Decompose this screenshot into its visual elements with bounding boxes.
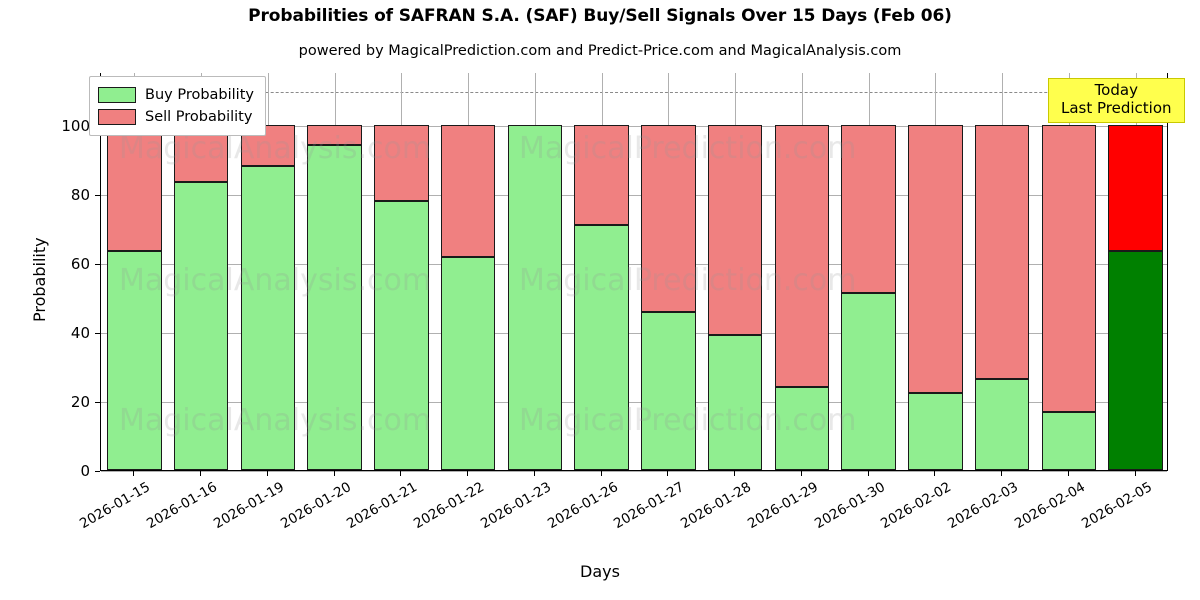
bar-group[interactable]	[574, 72, 629, 470]
chart-legend: Buy Probability Sell Probability	[89, 76, 266, 136]
bar-group[interactable]	[107, 72, 162, 470]
x-tick-mark	[1134, 471, 1136, 476]
x-tick-mark	[600, 471, 602, 476]
bar-segment-buy[interactable]	[374, 201, 429, 470]
bar-segment-buy[interactable]	[908, 393, 963, 470]
x-tick-mark	[667, 471, 669, 476]
bar-group[interactable]	[774, 72, 830, 470]
x-tick-mark	[133, 471, 135, 476]
legend-item-label: Buy Probability	[145, 87, 254, 103]
dashed-reference-line	[101, 91, 1167, 93]
y-tick-label: 0	[80, 462, 90, 480]
bar-group[interactable]	[507, 72, 563, 470]
gridline-horizontal	[101, 264, 1167, 266]
bar-segment-sell[interactable]	[641, 125, 696, 313]
y-tick-label: 20	[70, 393, 90, 412]
bar-segment-sell[interactable]	[1108, 125, 1163, 251]
bar-segment-sell[interactable]	[107, 125, 162, 251]
x-tick-mark	[867, 471, 869, 476]
bar-segment-buy[interactable]	[574, 224, 629, 470]
bar-segment-buy[interactable]	[107, 251, 162, 470]
legend-item[interactable]: Buy Probability	[98, 84, 254, 106]
x-axis-label: Days	[580, 562, 620, 581]
x-tick-mark	[800, 471, 802, 476]
legend-swatch-icon	[98, 87, 136, 103]
x-tick-mark	[400, 471, 402, 476]
bar-segment-buy[interactable]	[641, 312, 696, 470]
bar-segment-sell[interactable]	[307, 125, 362, 146]
bar-group[interactable]	[440, 72, 496, 470]
today-annotation-line1: Today	[1094, 81, 1138, 99]
bar-segment-buy[interactable]	[774, 387, 830, 470]
bar-group[interactable]	[908, 72, 963, 470]
bar-segment-buy[interactable]	[707, 334, 763, 470]
bar-segment-sell[interactable]	[440, 125, 496, 257]
x-tick-mark	[200, 471, 202, 476]
bar-group[interactable]	[1108, 72, 1163, 470]
bar-group[interactable]	[1041, 72, 1097, 470]
bar-group[interactable]	[841, 72, 896, 470]
bar-group[interactable]	[240, 72, 296, 470]
y-tick-mark	[95, 195, 100, 197]
bar-segment-buy[interactable]	[440, 256, 496, 470]
x-tick-mark	[1001, 471, 1003, 476]
bar-segment-sell[interactable]	[974, 125, 1030, 379]
legend-item[interactable]: Sell Probability	[98, 106, 254, 128]
x-tick-mark	[734, 471, 736, 476]
bar-group[interactable]	[374, 72, 429, 470]
x-tick-mark	[467, 471, 469, 476]
y-tick-mark	[95, 264, 100, 266]
x-tick-mark	[533, 471, 535, 476]
legend-swatch-icon	[98, 109, 136, 125]
gridline-horizontal	[101, 333, 1167, 335]
y-tick-label: 40	[70, 324, 90, 343]
today-annotation: Today Last Prediction	[1048, 78, 1185, 124]
y-tick-label: 60	[70, 255, 90, 274]
bar-group[interactable]	[641, 72, 696, 470]
gridline-horizontal	[101, 195, 1167, 197]
gridline-horizontal	[101, 402, 1167, 404]
bar-segment-sell[interactable]	[774, 125, 830, 388]
y-tick-mark	[95, 402, 100, 404]
bar-segment-buy[interactable]	[1108, 251, 1163, 470]
page-title: Probabilities of SAFRAN S.A. (SAF) Buy/S…	[248, 6, 952, 26]
chart-subtitle: powered by MagicalPrediction.com and Pre…	[298, 43, 902, 59]
bar-segment-sell[interactable]	[374, 125, 429, 201]
bar-segment-buy[interactable]	[1041, 412, 1097, 470]
y-axis-label: Probability	[30, 237, 49, 322]
bar-segment-buy[interactable]	[307, 145, 362, 470]
bar-segment-sell[interactable]	[841, 125, 896, 294]
y-tick-mark	[95, 471, 100, 473]
bar-segment-buy[interactable]	[173, 182, 229, 470]
gridline-horizontal	[101, 471, 1167, 472]
y-tick-mark	[95, 333, 100, 335]
bar-segment-sell[interactable]	[707, 125, 763, 335]
x-tick-mark	[1067, 471, 1069, 476]
bar-segment-buy[interactable]	[507, 125, 563, 470]
bar-segment-buy[interactable]	[841, 293, 896, 470]
bar-group[interactable]	[307, 72, 362, 470]
legend-item-label: Sell Probability	[145, 109, 253, 125]
gridline-horizontal	[101, 126, 1167, 128]
bar-group[interactable]	[974, 72, 1030, 470]
y-tick-label: 100	[61, 117, 90, 136]
bar-segment-sell[interactable]	[574, 125, 629, 225]
x-tick-mark	[333, 471, 335, 476]
bar-group[interactable]	[707, 72, 763, 470]
today-annotation-line2: Last Prediction	[1061, 98, 1172, 117]
bar-segment-sell[interactable]	[1041, 125, 1097, 413]
x-tick-label: 2026-01-15	[77, 479, 154, 533]
bar-segment-sell[interactable]	[908, 125, 963, 394]
x-tick-mark	[266, 471, 268, 476]
y-tick-label: 80	[70, 186, 90, 205]
bar-segment-buy[interactable]	[974, 378, 1030, 470]
bar-segment-buy[interactable]	[240, 166, 296, 470]
x-tick-mark	[934, 471, 936, 476]
